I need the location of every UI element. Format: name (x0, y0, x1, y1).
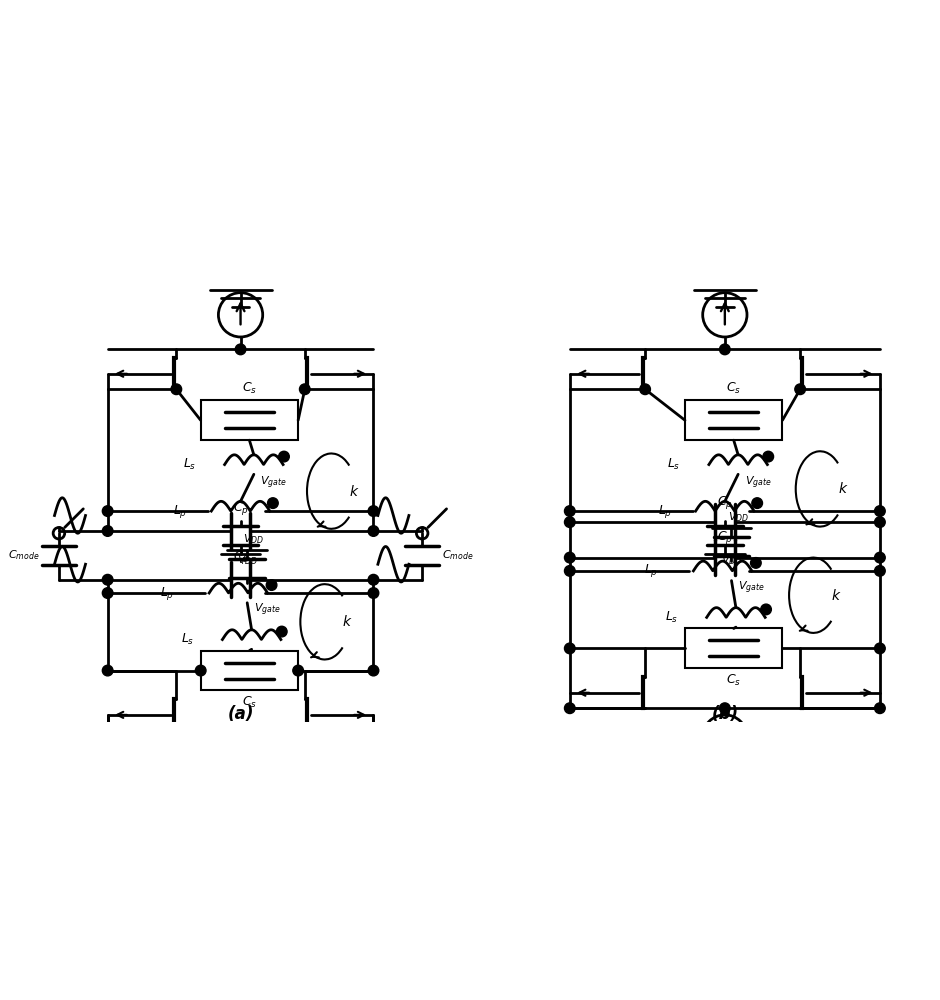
Text: $V_{DD}$: $V_{DD}$ (728, 510, 749, 524)
Text: $C_p$: $C_p$ (717, 494, 733, 511)
Circle shape (368, 506, 379, 516)
Circle shape (102, 526, 113, 536)
Circle shape (293, 665, 304, 676)
Text: $C_p$: $C_p$ (232, 500, 248, 517)
Text: $C_s$: $C_s$ (727, 673, 742, 688)
Circle shape (368, 526, 379, 536)
Circle shape (874, 643, 885, 654)
Text: (a): (a) (227, 705, 254, 723)
Circle shape (565, 517, 575, 527)
Text: $V_{DD}$: $V_{DD}$ (721, 553, 742, 567)
Circle shape (368, 588, 379, 598)
Circle shape (795, 384, 806, 395)
Circle shape (874, 517, 885, 527)
Circle shape (565, 566, 575, 576)
Text: $L_s$: $L_s$ (667, 457, 681, 472)
Circle shape (196, 665, 206, 676)
Bar (685, 628, 782, 668)
Circle shape (278, 451, 290, 462)
Circle shape (235, 344, 246, 355)
Text: $C_{mode}$: $C_{mode}$ (442, 548, 474, 562)
Text: $V_{DD}$: $V_{DD}$ (243, 532, 264, 546)
Circle shape (874, 506, 885, 516)
Text: $V_{gate}$: $V_{gate}$ (260, 475, 288, 491)
Circle shape (102, 506, 113, 516)
Circle shape (102, 665, 113, 676)
Text: $k$: $k$ (349, 484, 360, 499)
Circle shape (874, 552, 885, 563)
Circle shape (266, 580, 277, 590)
Circle shape (565, 552, 575, 563)
Text: $L_p$: $L_p$ (173, 503, 187, 520)
Circle shape (565, 643, 575, 654)
Bar (200, 400, 298, 440)
Text: $k$: $k$ (342, 614, 352, 629)
Circle shape (102, 725, 113, 736)
Circle shape (874, 566, 885, 576)
Text: $k$: $k$ (831, 588, 841, 603)
Circle shape (640, 384, 650, 395)
Bar (685, 400, 782, 440)
Circle shape (102, 588, 113, 598)
Circle shape (276, 626, 287, 637)
Circle shape (874, 703, 885, 714)
Text: (b): (b) (712, 705, 739, 723)
Circle shape (565, 506, 575, 516)
Text: $L_p$: $L_p$ (644, 562, 658, 579)
Text: $V_{gate}$: $V_{gate}$ (744, 475, 772, 491)
Text: $L_s$: $L_s$ (665, 610, 679, 625)
Circle shape (719, 344, 730, 355)
Text: $V_{gate}$: $V_{gate}$ (254, 602, 281, 618)
Text: $C_p$: $C_p$ (232, 549, 248, 566)
Circle shape (760, 604, 772, 615)
Circle shape (368, 574, 379, 585)
Circle shape (235, 725, 246, 736)
Circle shape (565, 703, 575, 714)
Circle shape (763, 451, 774, 462)
Circle shape (102, 574, 113, 585)
Text: $k$: $k$ (838, 481, 848, 496)
Circle shape (752, 498, 762, 508)
Circle shape (750, 558, 761, 568)
Text: $C_s$: $C_s$ (727, 381, 742, 396)
Text: $C_{mode}$: $C_{mode}$ (8, 548, 39, 562)
Circle shape (368, 665, 379, 676)
Text: $L_p$: $L_p$ (160, 585, 174, 602)
Circle shape (368, 725, 379, 736)
Text: $C_p$: $C_p$ (717, 529, 733, 546)
Text: $V_{gate}$: $V_{gate}$ (738, 580, 765, 596)
Text: $C_s$: $C_s$ (242, 695, 257, 710)
Bar (200, 651, 298, 690)
Circle shape (171, 384, 181, 395)
Text: $V_{DD}$: $V_{DD}$ (237, 553, 258, 567)
Circle shape (268, 498, 278, 508)
Circle shape (300, 384, 310, 395)
Text: $L_s$: $L_s$ (183, 457, 196, 472)
Text: $L_p$: $L_p$ (658, 503, 672, 520)
Text: $C_s$: $C_s$ (242, 381, 257, 396)
Text: $L_s$: $L_s$ (180, 632, 194, 647)
Circle shape (719, 703, 730, 714)
